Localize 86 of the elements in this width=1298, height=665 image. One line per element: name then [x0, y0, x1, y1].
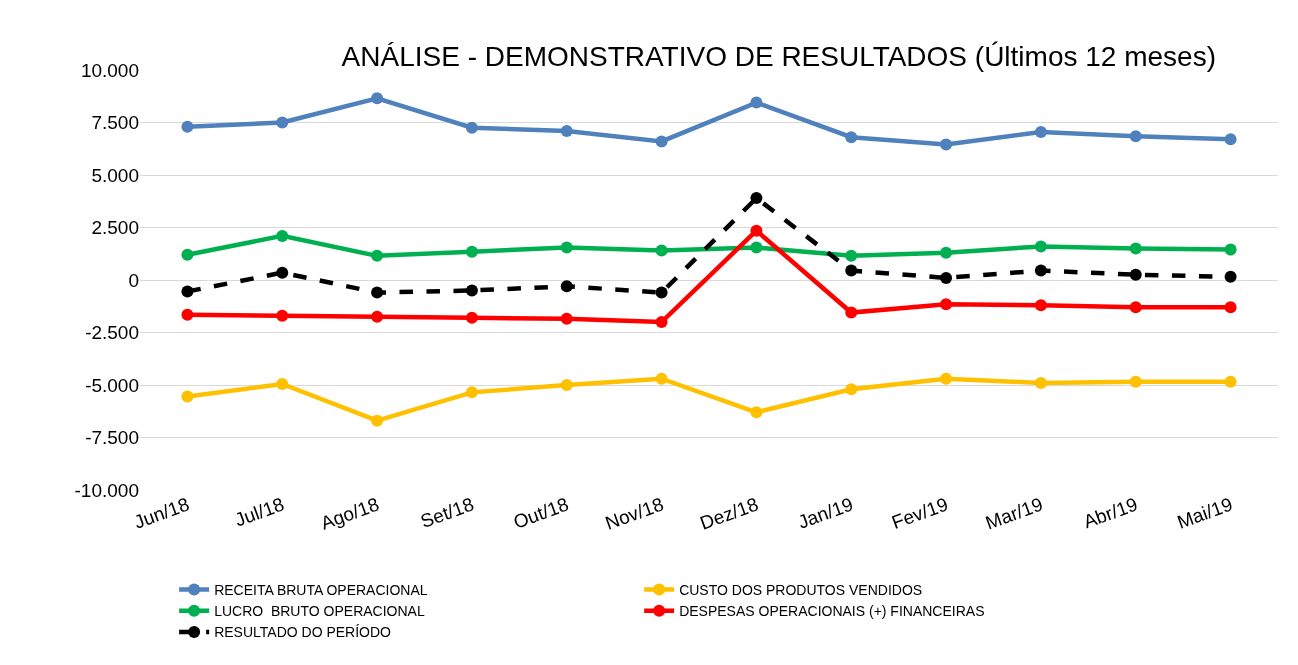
x-tick-label: Set/18: [417, 493, 477, 532]
x-tick-label: Fev/19: [888, 493, 951, 534]
point: [1034, 240, 1047, 253]
y-tick-label: -2.500: [85, 322, 139, 344]
point: [465, 121, 478, 134]
point: [1224, 375, 1237, 388]
point: [371, 414, 384, 427]
point: [276, 309, 289, 322]
point: [750, 224, 763, 237]
legend-label: LUCRO BRUTO OPERACIONAL: [214, 603, 425, 620]
x-tick-label: Jan/19: [795, 493, 856, 533]
point: [276, 229, 289, 242]
point: [1034, 264, 1047, 277]
point: [1224, 243, 1237, 256]
point: [181, 308, 194, 321]
point: [560, 124, 573, 137]
point: [465, 311, 478, 324]
point: [1224, 133, 1237, 146]
point: [560, 312, 573, 325]
x-tick-label: Abr/19: [1080, 493, 1141, 533]
point: [750, 96, 763, 109]
x-tick-label: Jul/18: [232, 493, 287, 531]
point: [1129, 130, 1142, 143]
point: [655, 244, 668, 257]
point: [1129, 301, 1142, 314]
point: [655, 372, 668, 385]
point: [276, 377, 289, 390]
chart-title: ANÁLISE - DEMONSTRATIVO DE RESULTADOS (Últimos 12 meses): [341, 41, 1216, 73]
y-tick-label: -7.500: [85, 427, 139, 449]
point: [940, 138, 953, 151]
point: [276, 266, 289, 279]
point: [181, 390, 194, 403]
point: [1129, 268, 1142, 281]
y-tick-label: 10.000: [80, 59, 139, 81]
y-tick-label: 0: [128, 269, 139, 291]
point: [371, 310, 384, 323]
point: [1224, 301, 1237, 314]
point: [465, 284, 478, 297]
point: [1034, 125, 1047, 138]
point: [1129, 242, 1142, 255]
legend-label: RECEITA BRUTA OPERACIONAL: [214, 582, 428, 599]
point: [181, 285, 194, 298]
point: [845, 383, 858, 396]
point: [845, 264, 858, 277]
x-tick-label: Ago/18: [317, 493, 382, 534]
point: [560, 379, 573, 391]
point: [940, 271, 953, 284]
x-tick-label: Mar/19: [982, 493, 1046, 534]
point: [940, 246, 953, 259]
y-tick-label: 5.000: [91, 164, 139, 186]
point: [560, 241, 573, 254]
x-tick-label: Dez/18: [697, 493, 762, 534]
point: [845, 131, 858, 144]
point: [560, 280, 573, 293]
point: [1034, 299, 1047, 312]
x-tick-label: Out/18: [510, 493, 572, 533]
point: [276, 116, 289, 129]
point: [371, 249, 384, 262]
point: [371, 92, 384, 105]
point: [465, 245, 478, 258]
point: [371, 286, 384, 299]
y-tick-label: -10.000: [74, 479, 139, 501]
point: [845, 249, 858, 262]
point: [1129, 375, 1142, 388]
point: [655, 316, 668, 328]
point: [940, 298, 953, 311]
y-tick-label: 2.500: [91, 217, 139, 239]
point: [1034, 376, 1047, 389]
point: [750, 406, 763, 419]
point: [750, 192, 763, 205]
point: [1224, 270, 1237, 283]
point: [181, 248, 194, 261]
legend-label: CUSTO DOS PRODUTOS VENDIDOS: [679, 582, 923, 599]
y-tick-label: 7.500: [91, 112, 139, 134]
y-tick-label: -5.000: [85, 374, 139, 396]
point: [655, 135, 668, 148]
point: [465, 386, 478, 399]
point: [750, 241, 763, 254]
point: [940, 372, 953, 385]
x-tick-label: Nov/18: [602, 493, 667, 534]
point: [181, 120, 194, 133]
legend-label: DESPESAS OPERACIONAIS (+) FINANCEIRAS: [679, 603, 985, 620]
point: [845, 306, 858, 319]
x-tick-label: Mai/19: [1174, 493, 1236, 533]
legend-label: RESULTADO DO PERÍODO: [214, 624, 392, 641]
point: [655, 286, 668, 299]
